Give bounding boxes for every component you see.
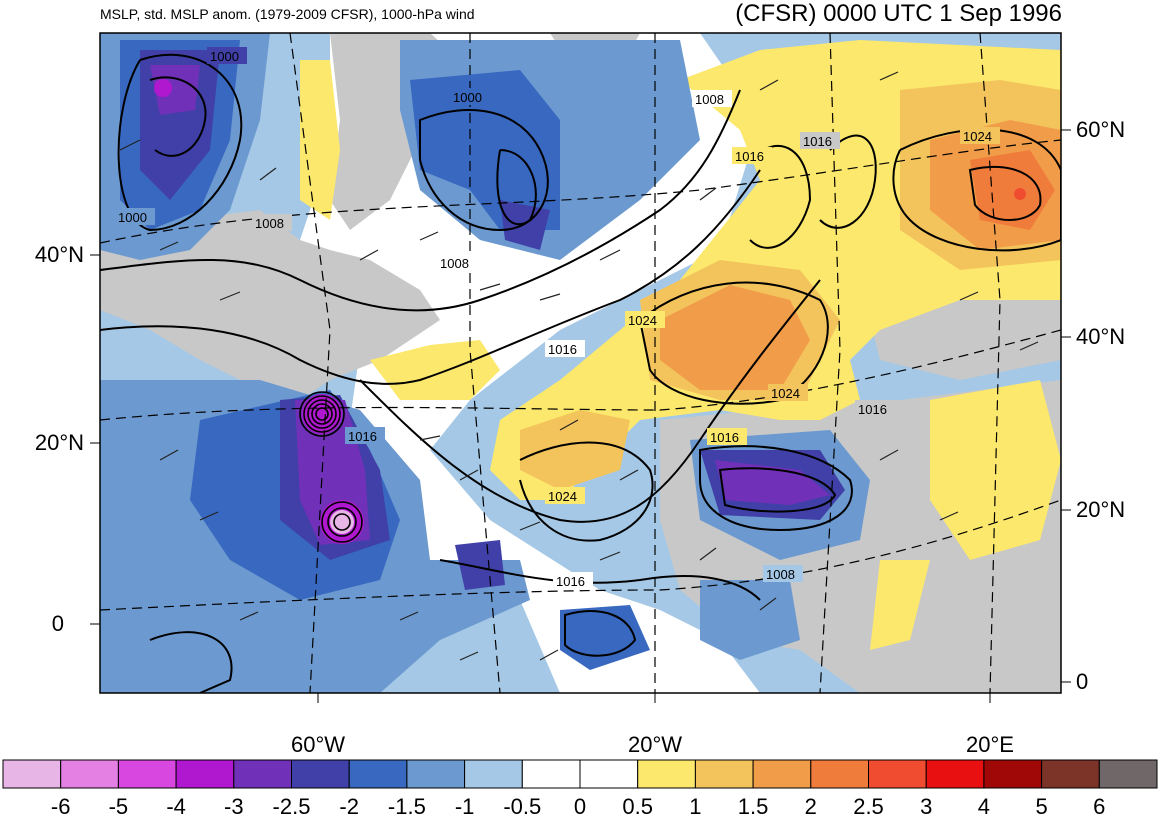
colorbar-tick-label: -0.5 [503, 794, 542, 819]
isobar-label: 1016 [348, 429, 377, 444]
anomaly-max-center [1014, 188, 1026, 200]
colorbar-swatch [348, 759, 408, 789]
lat-label-right: 60°N [1076, 117, 1126, 142]
colorbar-tick-label: -1.5 [387, 794, 426, 819]
anomaly-min-center [154, 79, 172, 97]
positive-anomaly-2 [970, 150, 1055, 230]
isobar-label: 1016 [858, 402, 887, 417]
colorbar-swatch [637, 759, 696, 789]
colorbar-swatch [925, 759, 985, 789]
isobar-label: 1024 [963, 129, 992, 144]
isobar-label: 1016 [803, 134, 832, 149]
wind-barbs [119, 71, 1039, 661]
isobar-label: 1000 [210, 49, 239, 64]
colorbar-tick-label: -4 [166, 794, 186, 819]
positive-anomaly-0.5 [370, 340, 500, 400]
isobar-label: 1000 [453, 90, 482, 105]
colorbar-tick-label: 0 [573, 794, 587, 819]
lat-label-right: 40°N [1076, 324, 1126, 349]
colorbar-swatch [291, 759, 350, 789]
colorbar-tick-label: -2 [339, 794, 359, 819]
isobar-label: 1008 [695, 92, 724, 107]
negative-anomaly-1 [700, 580, 800, 660]
isobar-label: 1024 [628, 313, 657, 328]
isobar-label: 1008 [440, 256, 469, 271]
colorbar-tick-label: 4 [977, 794, 991, 819]
colorbar-swatch [983, 759, 1043, 789]
isobar-label: 1000 [118, 210, 147, 225]
colorbar-swatch [60, 759, 119, 789]
colorbar-swatch [1098, 759, 1158, 789]
positive-anomaly-0.5 [870, 560, 930, 650]
lat-label-right: 0 [1076, 669, 1089, 694]
colorbar-tick-label: 2 [804, 794, 817, 819]
lon-label-bottom: 20°W [627, 732, 683, 757]
colorbar-swatch [175, 759, 235, 789]
map-panel: 1000 1000 1000 1008 1008 1008 1016 1016 … [100, 33, 1061, 693]
isobar-label: 1024 [548, 489, 577, 504]
colorbar-swatch [406, 759, 466, 789]
colorbar-tick-label: -3 [224, 794, 244, 819]
lat-label-right: 20°N [1076, 497, 1126, 522]
contour-labels: 1000 1000 1000 1008 1008 1008 1016 1016 … [115, 47, 1000, 589]
isobar-label: 1024 [771, 386, 800, 401]
colorbar-tick-label: 6 [1093, 794, 1106, 819]
colorbar-swatch [233, 759, 293, 789]
colorbar-swatch [868, 759, 927, 789]
isobar-label: 1016 [735, 149, 764, 164]
isobar-label: 1016 [710, 430, 739, 445]
negative-anomaly-2 [455, 540, 505, 590]
lat-label-left: 0 [51, 611, 64, 636]
lat-label-left: 40°N [34, 242, 84, 267]
colorbar-tick-label: -5 [108, 794, 129, 819]
map-frame [99, 32, 1062, 694]
hurricane-contours [299, 391, 363, 543]
colorbar-swatch [810, 759, 869, 789]
colorbar-tick-label: -1 [454, 794, 475, 819]
colorbar-tick-label: 1 [689, 794, 702, 819]
negative-anomaly-3 [715, 460, 830, 505]
colorbar-swatch [464, 759, 523, 789]
colorbar-swatch [1041, 759, 1100, 789]
map-title-right: (CFSR) 0000 UTC 1 Sep 1996 [735, 0, 1062, 27]
colorbar-swatch [579, 759, 639, 789]
colorbar-tick-label: 5 [1035, 794, 1048, 819]
positive-anomaly-1 [520, 410, 630, 490]
colorbar [2, 759, 1158, 789]
lat-label-left: 20°N [34, 430, 84, 455]
colorbar-swatch [2, 759, 62, 789]
lon-label-bottom: 60°W [290, 732, 346, 757]
colorbar-tick-label: 2.5 [853, 794, 884, 819]
colorbar-tick-label: 0.5 [622, 794, 653, 819]
colorbar-tick-label: -2.5 [272, 794, 311, 819]
land-north-america [100, 210, 440, 400]
colorbar-tick-label: 1.5 [737, 794, 769, 819]
isobar-label: 1008 [255, 216, 284, 231]
negative-anomaly-1.5 [410, 70, 560, 230]
axis-ticks [90, 129, 1071, 703]
colorbar-tick-label: 3 [920, 794, 933, 819]
isobar-label: 1008 [766, 567, 795, 582]
isobar-label: 1016 [556, 574, 585, 589]
positive-anomaly-1.5 [660, 285, 810, 390]
colorbar-swatch [694, 759, 754, 789]
colorbar-swatch [521, 759, 581, 789]
map-title-left: MSLP, std. MSLP anom. (1979-2009 CFSR), … [100, 6, 475, 22]
colorbar-swatch [117, 759, 177, 789]
isobar-label: 1016 [548, 342, 577, 357]
colorbar-tick-label: -6 [50, 794, 71, 819]
lon-label-bottom: 20°E [966, 732, 1014, 757]
colorbar-swatch [752, 759, 812, 789]
